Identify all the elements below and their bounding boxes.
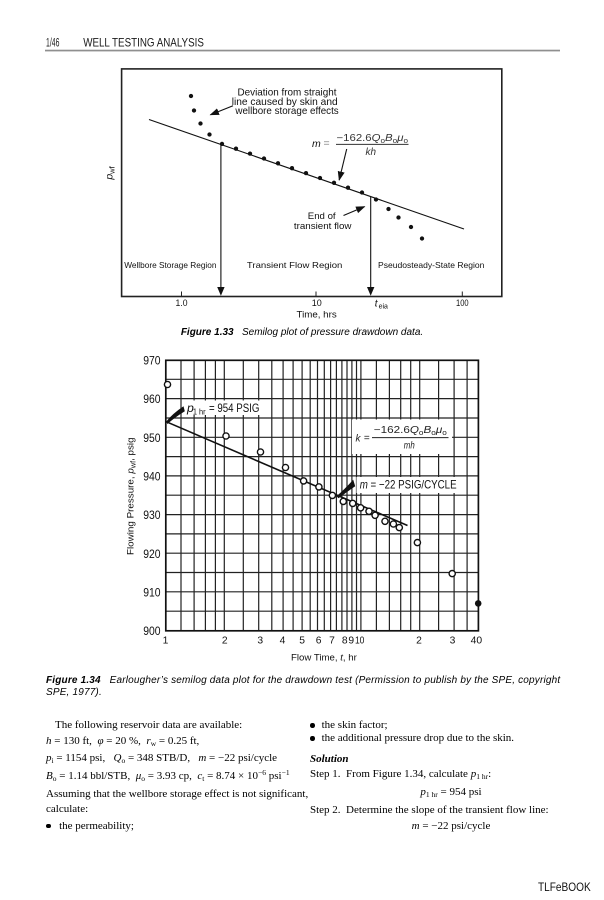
svg-text:2: 2 <box>222 636 228 647</box>
svg-text:3: 3 <box>450 636 456 647</box>
svg-text:1/46: 1/46 <box>46 35 59 49</box>
svg-text:Time, hrs: Time, hrs <box>297 310 338 320</box>
svg-text:970: 970 <box>143 354 161 368</box>
svg-text:5: 5 <box>299 636 305 647</box>
svg-text:910: 910 <box>143 586 161 600</box>
svg-text:10: 10 <box>355 636 365 647</box>
svg-text:=: = <box>364 433 370 444</box>
svg-text:Flowing Pressure, pwf, psig: Flowing Pressure, pwf, psig <box>126 437 138 555</box>
svg-text:8: 8 <box>342 636 348 647</box>
svg-text:pwf: pwf <box>104 165 117 180</box>
svg-text:960: 960 <box>143 392 161 406</box>
svg-text:= 954 PSIG: = 954 PSIG <box>209 401 259 415</box>
svg-text:WELL TESTING ANALYSIS: WELL TESTING ANALYSIS <box>83 35 204 49</box>
svg-text:Flow Time, t, hr: Flow Time, t, hr <box>291 653 357 664</box>
svg-text:Deviation from straight: Deviation from straight <box>238 87 337 99</box>
svg-text:Pseudosteady-State Region: Pseudosteady-State Region <box>378 260 485 270</box>
svg-text:m = −22 PSIG/CYCLE: m = −22 PSIG/CYCLE <box>360 477 457 491</box>
svg-text:900: 900 <box>143 624 161 638</box>
svg-text:Wellbore Storage Region: Wellbore Storage Region <box>124 260 217 270</box>
svg-text:transient flow: transient flow <box>294 221 352 232</box>
svg-text:3: 3 <box>257 636 263 647</box>
svg-text:=: = <box>324 137 330 149</box>
svg-text:1: 1 <box>163 636 169 647</box>
svg-text:End of: End of <box>308 211 336 222</box>
svg-text:m: m <box>312 138 321 150</box>
svg-text:7: 7 <box>329 636 335 647</box>
svg-text:40: 40 <box>471 636 483 647</box>
svg-text:6: 6 <box>316 636 322 647</box>
svg-text:kh: kh <box>366 147 377 158</box>
svg-text:mh: mh <box>404 441 415 452</box>
svg-text:4: 4 <box>280 636 286 647</box>
svg-text:10: 10 <box>312 298 322 308</box>
svg-text:p: p <box>186 401 194 415</box>
svg-text:k: k <box>356 434 362 445</box>
svg-text:930: 930 <box>143 508 161 522</box>
svg-text:1 hr: 1 hr <box>193 408 206 417</box>
svg-text:wellbore storage effects: wellbore storage effects <box>234 105 338 117</box>
svg-text:Transient Flow Region: Transient Flow Region <box>247 260 343 270</box>
svg-text:1.0: 1.0 <box>176 298 188 308</box>
svg-text:100: 100 <box>456 298 469 308</box>
svg-text:9: 9 <box>348 636 354 647</box>
svg-text:2: 2 <box>416 636 422 647</box>
svg-text:line caused by skin and: line caused by skin and <box>232 96 338 108</box>
svg-text:t: t <box>375 299 379 310</box>
svg-text:eia: eia <box>379 304 388 311</box>
svg-text:940: 940 <box>143 470 161 484</box>
svg-text:920: 920 <box>143 547 161 561</box>
svg-text:950: 950 <box>143 431 161 445</box>
